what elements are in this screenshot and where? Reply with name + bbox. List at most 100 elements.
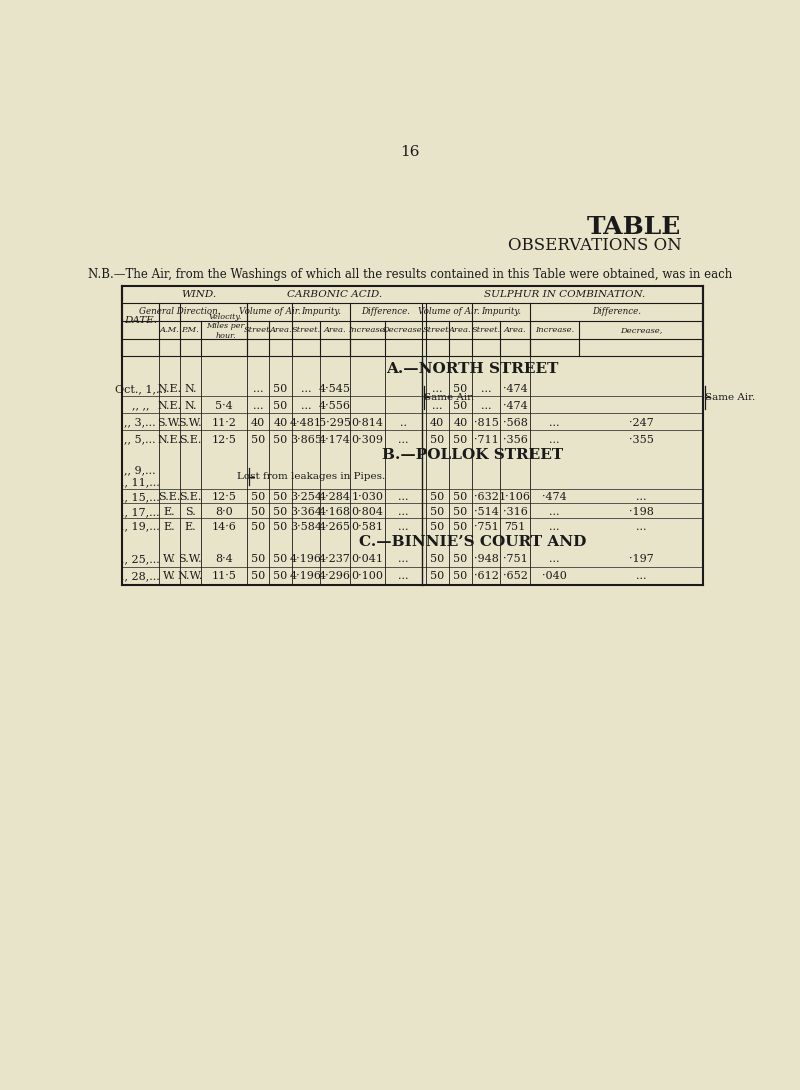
Text: P.M.: P.M.	[182, 326, 199, 335]
Text: 11·5: 11·5	[211, 571, 237, 581]
Text: Decrease.: Decrease.	[382, 326, 425, 335]
Text: Street.: Street.	[422, 326, 452, 335]
Text: 0·814: 0·814	[351, 417, 383, 427]
Text: ...: ...	[398, 435, 409, 445]
Text: 50: 50	[274, 493, 288, 502]
Text: 50: 50	[274, 522, 288, 532]
Text: 4·296: 4·296	[319, 571, 351, 581]
Text: E.: E.	[185, 522, 196, 532]
Text: 751: 751	[504, 522, 526, 532]
Text: Same Air.: Same Air.	[705, 392, 755, 402]
Text: TABLE: TABLE	[587, 216, 682, 240]
Text: Oct., 1,...: Oct., 1,...	[114, 384, 166, 393]
Text: ·474: ·474	[502, 384, 527, 393]
Text: ...: ...	[398, 493, 409, 502]
Text: ...: ...	[398, 522, 409, 532]
Text: ·632: ·632	[474, 493, 498, 502]
Text: W.: W.	[163, 554, 176, 564]
Text: ...: ...	[550, 507, 560, 517]
Text: Same Air.: Same Air.	[424, 392, 474, 402]
Text: 50: 50	[454, 401, 467, 411]
Text: 14·6: 14·6	[211, 522, 237, 532]
Text: 0·309: 0·309	[351, 435, 383, 445]
Text: 5·295: 5·295	[319, 417, 351, 427]
Text: S.E.: S.E.	[158, 493, 181, 502]
Text: ·514: ·514	[474, 507, 498, 517]
Text: 50: 50	[430, 435, 444, 445]
Text: ,, 11,...: ,, 11,...	[121, 477, 160, 487]
Text: 40: 40	[430, 417, 444, 427]
Text: A.—NORTH STREET: A.—NORTH STREET	[386, 363, 558, 376]
Text: 50: 50	[251, 554, 266, 564]
Text: N.: N.	[184, 384, 197, 393]
Text: 4·237: 4·237	[319, 554, 350, 564]
Text: 50: 50	[274, 507, 288, 517]
Text: N.E.: N.E.	[158, 435, 182, 445]
Text: 0·581: 0·581	[351, 522, 383, 532]
Text: Difference.: Difference.	[592, 307, 641, 316]
Text: Velocity.
Miles per
hour.: Velocity. Miles per hour.	[206, 313, 245, 340]
Text: 12·5: 12·5	[211, 493, 237, 502]
Text: 40: 40	[454, 417, 467, 427]
Text: ...: ...	[550, 435, 560, 445]
Text: 0·804: 0·804	[351, 507, 383, 517]
Text: N.B.—The Air, from the Washings of which all the results contained in this Table: N.B.—The Air, from the Washings of which…	[88, 268, 732, 281]
Text: Increase.: Increase.	[535, 326, 574, 335]
Text: 50: 50	[274, 435, 288, 445]
Text: CARBONIC ACID.: CARBONIC ACID.	[287, 290, 382, 300]
Text: ...: ...	[550, 417, 560, 427]
Text: 3·584: 3·584	[290, 522, 322, 532]
Text: 50: 50	[454, 435, 467, 445]
Text: 12·5: 12·5	[211, 435, 237, 445]
Text: 4·545: 4·545	[319, 384, 351, 393]
Text: 3·364: 3·364	[290, 507, 322, 517]
Text: 8·4: 8·4	[215, 554, 233, 564]
Text: 4·556: 4·556	[319, 401, 351, 411]
Text: General Direction.: General Direction.	[139, 307, 221, 316]
Text: 4·481: 4·481	[290, 417, 322, 427]
Text: 50: 50	[430, 507, 444, 517]
Text: ,, 3,...: ,, 3,...	[125, 417, 156, 427]
Text: C.—BINNIE’S COURT AND: C.—BINNIE’S COURT AND	[359, 535, 586, 549]
Text: OBSERVATIONS ON: OBSERVATIONS ON	[507, 237, 682, 254]
Text: ...: ...	[301, 384, 311, 393]
Text: ,, 28,...: ,, 28,...	[121, 571, 160, 581]
Text: S.W.: S.W.	[158, 417, 181, 427]
Text: ·612: ·612	[474, 571, 498, 581]
Text: 11·2: 11·2	[211, 417, 237, 427]
Text: 16: 16	[400, 145, 420, 159]
Text: Increase.: Increase.	[348, 326, 387, 335]
Text: ,, 15,...: ,, 15,...	[121, 493, 160, 502]
Text: Impurity.: Impurity.	[481, 307, 521, 316]
Text: B.—POLLOK STREET: B.—POLLOK STREET	[382, 448, 563, 462]
Text: ,, 19,...: ,, 19,...	[121, 522, 160, 532]
Text: 50: 50	[251, 435, 266, 445]
Text: ...: ...	[550, 522, 560, 532]
Text: 3·865: 3·865	[290, 435, 322, 445]
Text: ...: ...	[432, 384, 442, 393]
Text: DATE.: DATE.	[124, 316, 157, 326]
Text: 40: 40	[251, 417, 266, 427]
Text: Area.: Area.	[449, 326, 472, 335]
Text: W.: W.	[163, 571, 176, 581]
Text: 50: 50	[251, 493, 266, 502]
Text: E.: E.	[163, 507, 175, 517]
Text: Area.: Area.	[504, 326, 526, 335]
Text: ·751: ·751	[474, 522, 498, 532]
Text: ...: ...	[398, 571, 409, 581]
Text: ·197: ·197	[629, 554, 654, 564]
Text: ·474: ·474	[502, 401, 527, 411]
Text: 50: 50	[454, 571, 467, 581]
Text: ...: ...	[636, 571, 646, 581]
Text: 50: 50	[430, 493, 444, 502]
Text: ,, 25,...: ,, 25,...	[121, 554, 160, 564]
Text: Street.: Street.	[291, 326, 321, 335]
Text: 50: 50	[251, 571, 266, 581]
Text: ·356: ·356	[502, 435, 527, 445]
Text: Volume of Air.: Volume of Air.	[418, 307, 479, 316]
Text: N.W.: N.W.	[178, 571, 203, 581]
Text: N.: N.	[184, 401, 197, 411]
Text: 50: 50	[454, 493, 467, 502]
Text: 50: 50	[274, 554, 288, 564]
Text: N.E.: N.E.	[158, 384, 182, 393]
